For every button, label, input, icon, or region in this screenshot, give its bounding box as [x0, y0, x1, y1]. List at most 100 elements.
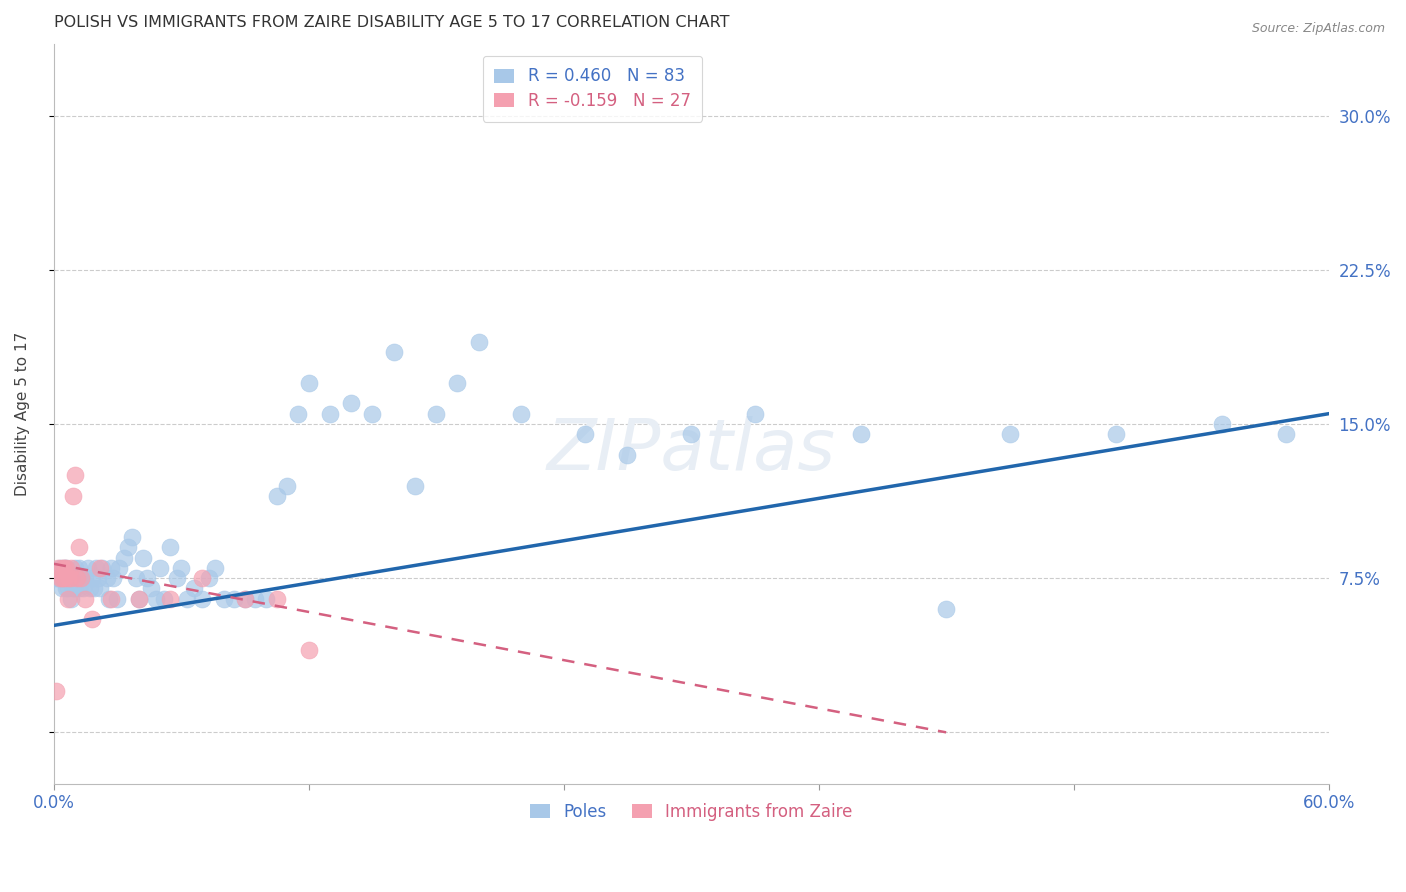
Point — [76, 561, 98, 575]
Point — [58, 582, 80, 596]
Point — [1275, 427, 1298, 442]
Point — [849, 427, 872, 442]
Point — [63, 561, 86, 575]
Point — [681, 427, 703, 442]
Point — [45, 684, 67, 698]
Point — [319, 407, 342, 421]
Point — [254, 591, 277, 606]
Point — [159, 591, 181, 606]
Point — [70, 571, 93, 585]
Point — [75, 571, 97, 585]
Point — [51, 582, 73, 596]
Point — [245, 591, 267, 606]
Point — [62, 571, 84, 585]
Point — [96, 571, 118, 585]
Point — [53, 571, 76, 585]
Point — [121, 530, 143, 544]
Point — [266, 489, 288, 503]
Point — [67, 582, 90, 596]
Point — [153, 591, 176, 606]
Point — [166, 571, 188, 585]
Point — [55, 582, 77, 596]
Point — [1105, 427, 1128, 442]
Point — [51, 571, 73, 585]
Point — [62, 582, 84, 596]
Point — [616, 448, 638, 462]
Y-axis label: Disability Age 5 to 17: Disability Age 5 to 17 — [15, 332, 30, 496]
Point — [46, 561, 69, 575]
Point — [276, 478, 298, 492]
Point — [49, 561, 72, 575]
Point — [145, 591, 167, 606]
Point — [83, 582, 105, 596]
Point — [59, 571, 82, 585]
Point — [67, 541, 90, 555]
Point — [63, 468, 86, 483]
Point — [89, 582, 111, 596]
Point — [100, 561, 122, 575]
Point — [404, 478, 426, 492]
Legend: Poles, Immigrants from Zaire: Poles, Immigrants from Zaire — [523, 796, 859, 827]
Point — [191, 591, 214, 606]
Point — [212, 591, 235, 606]
Point — [149, 561, 172, 575]
Point — [197, 571, 219, 585]
Point — [100, 591, 122, 606]
Point — [361, 407, 384, 421]
Point — [233, 591, 256, 606]
Point — [935, 602, 957, 616]
Point — [1211, 417, 1233, 431]
Point — [66, 571, 89, 585]
Point — [59, 571, 82, 585]
Point — [298, 376, 321, 390]
Point — [80, 612, 103, 626]
Point — [45, 571, 67, 585]
Point — [46, 571, 69, 585]
Point — [128, 591, 150, 606]
Point — [72, 582, 94, 596]
Point — [89, 561, 111, 575]
Point — [132, 550, 155, 565]
Point — [55, 561, 77, 575]
Point — [112, 550, 135, 565]
Point — [141, 582, 163, 596]
Point — [108, 561, 131, 575]
Point — [97, 591, 120, 606]
Point — [574, 427, 596, 442]
Point — [183, 582, 205, 596]
Point — [224, 591, 246, 606]
Point — [67, 561, 90, 575]
Point — [87, 571, 110, 585]
Point — [66, 571, 89, 585]
Point — [84, 561, 107, 575]
Point — [340, 396, 363, 410]
Point — [70, 571, 93, 585]
Point — [58, 571, 80, 585]
Point — [159, 541, 181, 555]
Point — [117, 541, 139, 555]
Point — [49, 571, 72, 585]
Point — [51, 561, 73, 575]
Point — [55, 561, 77, 575]
Point — [58, 571, 80, 585]
Point — [744, 407, 766, 421]
Point — [53, 561, 76, 575]
Point — [998, 427, 1021, 442]
Point — [266, 591, 288, 606]
Point — [53, 571, 76, 585]
Text: POLISH VS IMMIGRANTS FROM ZAIRE DISABILITY AGE 5 TO 17 CORRELATION CHART: POLISH VS IMMIGRANTS FROM ZAIRE DISABILI… — [53, 15, 730, 30]
Point — [75, 591, 97, 606]
Point — [80, 571, 103, 585]
Point — [59, 591, 82, 606]
Point — [58, 591, 80, 606]
Point — [170, 561, 193, 575]
Point — [53, 561, 76, 575]
Point — [101, 571, 124, 585]
Point — [287, 407, 309, 421]
Point — [298, 643, 321, 657]
Text: ZIPatlas: ZIPatlas — [547, 417, 835, 485]
Point — [191, 571, 214, 585]
Point — [91, 561, 114, 575]
Point — [510, 407, 533, 421]
Point — [446, 376, 468, 390]
